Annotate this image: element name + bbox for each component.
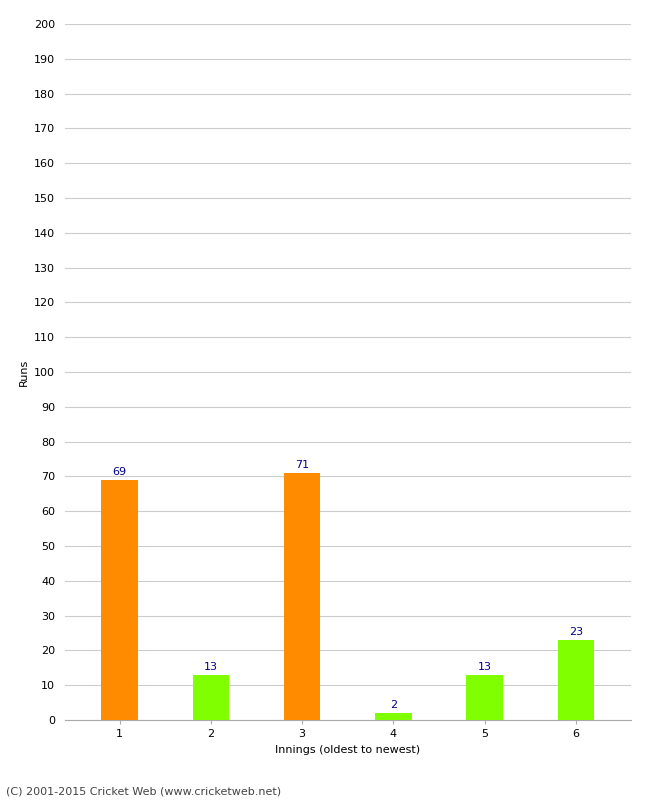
Bar (466, 674, 503, 720)
Bar (558, 640, 594, 720)
Text: 71: 71 (295, 460, 309, 470)
Bar (375, 713, 411, 720)
Bar (284, 473, 320, 720)
Text: 13: 13 (478, 662, 491, 672)
Text: 13: 13 (204, 662, 218, 672)
Y-axis label: Runs: Runs (19, 358, 29, 386)
Text: 2: 2 (390, 700, 397, 710)
Text: 69: 69 (112, 467, 127, 477)
Text: 23: 23 (569, 627, 583, 637)
Text: (C) 2001-2015 Cricket Web (www.cricketweb.net): (C) 2001-2015 Cricket Web (www.cricketwe… (6, 786, 281, 796)
X-axis label: Innings (oldest to newest): Innings (oldest to newest) (275, 745, 421, 754)
Bar (101, 480, 138, 720)
Bar (192, 674, 229, 720)
